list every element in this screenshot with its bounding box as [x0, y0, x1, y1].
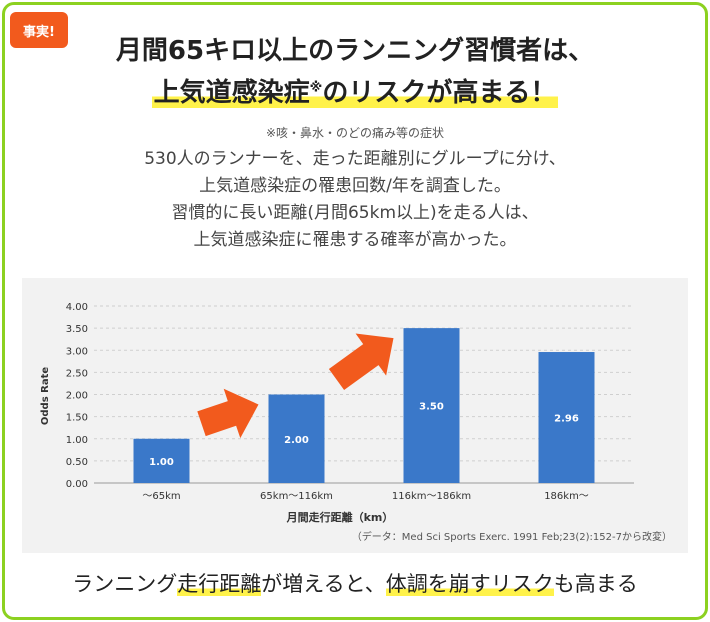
summary-highlight-distance: 走行距離: [177, 572, 262, 596]
x-tick-label: ～65km: [142, 491, 180, 502]
x-tick-label: 116km～186km: [392, 491, 471, 502]
y-tick-label: 4.00: [66, 302, 88, 313]
headline-highlight: 上気道感染症※のリスクが高まる！: [151, 78, 559, 108]
fact-badge: 事実!: [10, 12, 68, 48]
y-axis-label: Odds Rate: [40, 367, 51, 425]
trend-arrow: [328, 333, 394, 390]
summary-pre: ランニング: [72, 572, 178, 596]
summary-highlight-risk: 体調を崩すリスク: [385, 572, 554, 596]
headline-highlight2-text: 高まる！: [452, 78, 557, 108]
bar-value-label: 2.00: [284, 435, 309, 446]
bar: [538, 352, 595, 483]
y-tick-label: 2.00: [66, 391, 88, 402]
odds-rate-bar-chart: 0.00 0.50 1.00 1.50 2.00 2.50 3.00 3.50 4.00 1.0…: [40, 302, 672, 543]
bottom-summary: ランニング走行距離が増えると、体調を崩すリスクも高まる: [0, 568, 710, 598]
x-tick-label: 186km～: [544, 491, 589, 502]
x-axis-label: 月間走行距離（km）: [286, 510, 394, 524]
y-tick-label: 2.50: [66, 368, 88, 379]
trend-arrows: [197, 333, 394, 439]
headline-mid-text: のリスクが: [322, 78, 453, 108]
description: 530人のランナーを、走った距離別にグループに分け、 上気道感染症の罹患回数/年…: [0, 146, 710, 254]
footnote-mark: ※: [309, 80, 323, 96]
summary-mid: が増えると、: [261, 572, 386, 596]
y-tick-label: 3.00: [66, 346, 88, 357]
description-line: 習慣的に長い距離(月間65km以上)を走る人は、: [171, 203, 539, 223]
y-tick-label: 0.50: [66, 457, 88, 468]
y-tick-label: 3.50: [66, 324, 88, 335]
x-axis-ticks: ～65km 65km～116km 116km～186km 186km～: [142, 491, 588, 502]
headline-highlight-text: 上気道感染症: [153, 78, 310, 108]
headline-line2: 上気道感染症※のリスクが高まる！: [0, 72, 710, 109]
chart-panel: 0.00 0.50 1.00 1.50 2.00 2.50 3.00 3.50 4.00 1.0…: [22, 278, 688, 553]
y-tick-label: 1.00: [66, 435, 88, 446]
x-tick-label: 65km～116km: [260, 491, 333, 502]
bar-value-label: 3.50: [419, 402, 444, 413]
description-line: 530人のランナーを、走った距離別にグループに分け、: [144, 149, 566, 169]
y-tick-label: 1.50: [66, 413, 88, 424]
y-tick-label: 0.00: [66, 479, 88, 490]
bar-value-label: 2.96: [554, 414, 579, 425]
bar: [268, 394, 325, 483]
description-line: 上気道感染症の罹患回数/年を調査した。: [199, 176, 511, 196]
bar: [133, 438, 190, 483]
data-source: （データ：Med Sci Sports Exerc. 1991 Feb;23(2…: [352, 530, 672, 543]
bar-value-label: 1.00: [149, 457, 174, 468]
summary-post: も高まる: [553, 572, 638, 596]
bar: [403, 328, 460, 483]
chart-bars: 1.00 2.00 3.50 2.96: [133, 328, 595, 483]
description-line: 上気道感染症に罹患する確率が高かった。: [193, 230, 517, 250]
trend-arrow: [197, 388, 259, 439]
y-axis-ticks: 0.00 0.50 1.00 1.50 2.00 2.50 3.00 3.50 4.00: [66, 302, 88, 490]
headline-line1: 月間65キロ以上のランニング習慣者は、: [115, 36, 595, 66]
symptom-note: ※咳・鼻水・のどの痛み等の症状: [265, 126, 445, 140]
